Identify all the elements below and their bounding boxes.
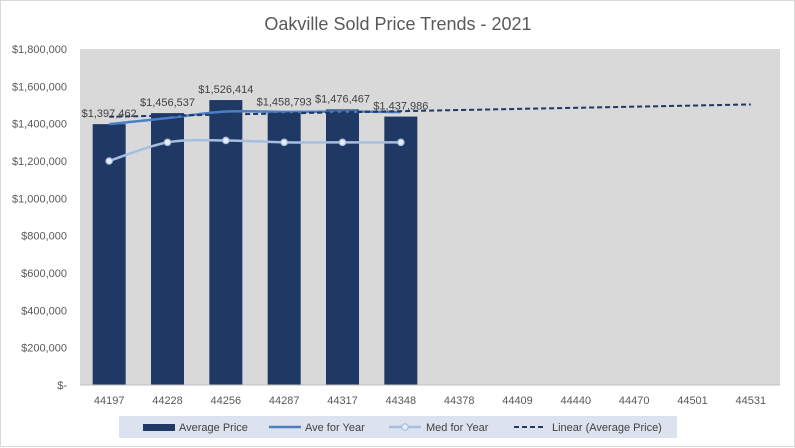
axis-layer: $- $200,000 $400,000 $600,000 $800,000 $1,000… <box>12 44 780 407</box>
x-tick-label: 44501 <box>677 395 708 407</box>
marker-med-for-year <box>222 136 230 145</box>
marker-med-for-year <box>338 138 347 147</box>
y-tick-label: $1,000,000 <box>12 193 67 205</box>
line-ave-for-year <box>109 109 401 126</box>
chart-title: Oakville Sold Price Trends - 2021 <box>264 14 531 34</box>
legend-swatch-average-price <box>143 424 175 431</box>
legend-label: Med for Year <box>426 422 489 434</box>
legend-label: Ave for Year <box>305 422 365 434</box>
x-tick-label: 44531 <box>736 395 767 407</box>
legend: Average Price Ave for Year Med for Year Lin… <box>119 416 677 438</box>
y-tick-label: $1,800,000 <box>12 44 67 56</box>
bar-average-price <box>267 112 301 386</box>
bar-data-label: $1,456,537 <box>140 97 195 109</box>
y-tick-label: $400,000 <box>21 305 67 317</box>
y-tick-label: $1,400,000 <box>12 119 67 131</box>
legend-label: Linear (Average Price) <box>552 422 662 434</box>
y-tick-label: $800,000 <box>21 231 67 243</box>
legend-marker-med-for-year <box>401 423 409 431</box>
x-tick-label: 44317 <box>327 395 358 407</box>
bar-data-label: $1,397,462 <box>82 108 137 120</box>
x-tick-label: 44378 <box>444 395 475 407</box>
x-tick-label: 44409 <box>502 395 533 407</box>
x-tick-label: 44287 <box>269 395 300 407</box>
y-tick-label: $200,000 <box>21 343 67 355</box>
y-tick-label: $600,000 <box>21 268 67 280</box>
y-tick-label: $1,600,000 <box>12 81 67 93</box>
bar-average-price <box>92 124 126 385</box>
x-tick-label: 44197 <box>94 395 125 407</box>
bars-layer <box>92 100 418 386</box>
x-tick-label: 44348 <box>386 395 417 407</box>
line-med-for-year <box>108 138 401 163</box>
marker-med-for-year <box>397 138 405 147</box>
bar-data-label: $1,458,793 <box>257 97 312 109</box>
bar-average-price <box>384 116 418 386</box>
x-tick-label: 44470 <box>619 395 650 407</box>
x-tick-label: 44256 <box>211 395 242 407</box>
legend-label: Average Price <box>179 422 248 434</box>
y-tick-label: $- <box>57 380 67 392</box>
marker-med-for-year <box>105 157 113 165</box>
bar-average-price <box>151 113 184 385</box>
marker-med-for-year <box>163 138 172 147</box>
data-labels-layer: $1,397,462$1,456,537$1,526,414 $1,458,793… <box>82 84 429 120</box>
line-linear-trend <box>109 103 751 118</box>
x-tick-label: 44440 <box>561 395 592 407</box>
lines-layer <box>105 103 751 165</box>
bar-data-label: $1,476,467 <box>315 93 370 105</box>
marker-med-for-year <box>280 138 288 147</box>
x-tick-label: 44228 <box>152 395 183 407</box>
bar-average-price <box>209 100 243 385</box>
bar-data-label: $1,526,414 <box>198 84 253 96</box>
y-tick-label: $1,200,000 <box>12 156 67 168</box>
bar-data-label: $1,437,986 <box>373 101 428 113</box>
plot-area <box>80 49 780 385</box>
bar-average-price <box>326 109 359 386</box>
